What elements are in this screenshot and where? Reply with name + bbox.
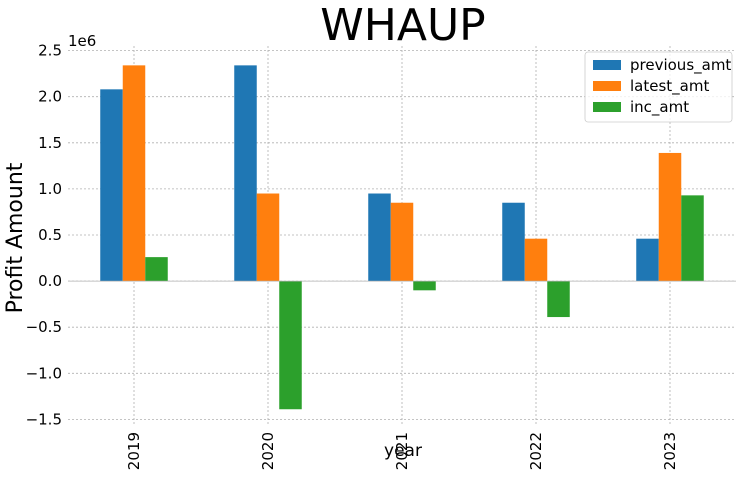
y-tick-label: 2.5 bbox=[38, 42, 62, 60]
chart-title: WHAUP bbox=[320, 0, 485, 51]
y-axis-label: Profit Amount bbox=[3, 162, 28, 313]
legend: previous_amt latest_amt inc_amt bbox=[584, 51, 733, 123]
bar-previous_amt-2022 bbox=[502, 202, 525, 282]
y-tick-label: 1.5 bbox=[38, 134, 62, 152]
legend-swatch-previous_amt bbox=[593, 60, 621, 70]
y-axis-ticks: −1.5 −1.0 −0.5 0.0 0.5 1.0 1.5 2.0 2.5 bbox=[26, 42, 62, 429]
x-axis-ticks: 2019 2020 2021 2022 2023 bbox=[125, 432, 679, 470]
bar-latest_amt-2019 bbox=[122, 65, 146, 282]
y-offset-label: 1e6 bbox=[68, 32, 96, 50]
bar-inc_amt-2023 bbox=[681, 195, 704, 282]
y-tick-label: −1.0 bbox=[26, 364, 62, 382]
x-tick-label: 2022 bbox=[527, 432, 545, 470]
y-tick-label: −0.5 bbox=[26, 318, 62, 336]
legend-swatch-latest_amt bbox=[593, 81, 621, 91]
y-tick-label: 2.0 bbox=[38, 88, 62, 106]
legend-frame bbox=[584, 51, 733, 123]
bar-previous_amt-2021 bbox=[368, 193, 391, 282]
legend-label-latest_amt: latest_amt bbox=[630, 77, 709, 96]
legend-swatch-inc_amt bbox=[593, 102, 621, 112]
x-tick-label: 2023 bbox=[661, 432, 679, 470]
legend-label-previous_amt: previous_amt bbox=[630, 56, 731, 75]
bar-latest_amt-2022 bbox=[524, 238, 548, 282]
y-tick-label: 0.0 bbox=[38, 272, 62, 290]
y-tick-label: 1.0 bbox=[38, 180, 62, 198]
bar-previous_amt-2023 bbox=[636, 238, 659, 282]
bar-latest_amt-2021 bbox=[390, 202, 414, 282]
bar-inc_amt-2022 bbox=[547, 281, 570, 318]
legend-label-inc_amt: inc_amt bbox=[630, 98, 689, 117]
bar-latest_amt-2023 bbox=[658, 152, 682, 282]
y-tick-label: −1.5 bbox=[26, 410, 62, 428]
x-tick-label: 2019 bbox=[125, 432, 143, 470]
bars bbox=[100, 65, 704, 410]
bar-previous_amt-2020 bbox=[234, 65, 257, 282]
y-tick-label: 0.5 bbox=[38, 226, 62, 244]
bar-inc_amt-2021 bbox=[413, 281, 436, 291]
x-tick-label: 2021 bbox=[393, 432, 411, 470]
bar-latest_amt-2020 bbox=[256, 193, 280, 282]
bar-previous_amt-2019 bbox=[100, 89, 123, 282]
x-tick-label: 2020 bbox=[259, 432, 277, 470]
bar-inc_amt-2019 bbox=[145, 257, 168, 282]
bar-inc_amt-2020 bbox=[279, 281, 302, 410]
x-axis-label: year bbox=[384, 441, 422, 461]
